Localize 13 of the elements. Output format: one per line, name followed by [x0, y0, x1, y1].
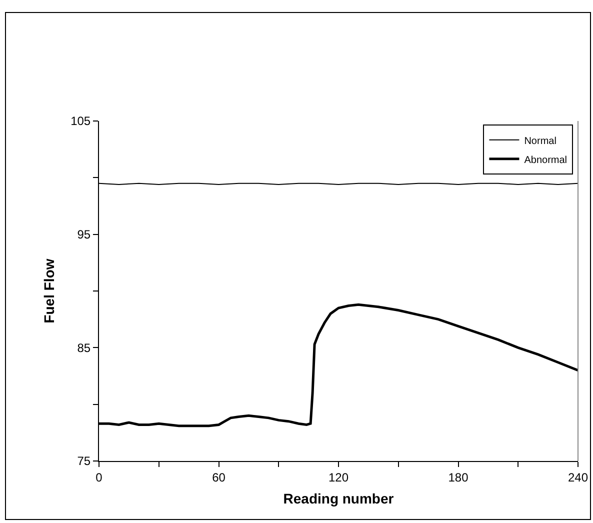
y-tick-label: 85 — [77, 340, 91, 355]
y-tick-label: 105 — [70, 114, 91, 128]
y-tick-label: 75 — [77, 454, 91, 468]
x-tick-label: 60 — [212, 470, 226, 484]
y-axis-title: Fuel Flow — [41, 258, 58, 324]
legend-label: Abnormal — [524, 154, 568, 166]
x-tick-label: 180 — [448, 470, 469, 484]
x-tick-label: 0 — [96, 470, 103, 484]
y-tick-label: 95 — [77, 228, 91, 242]
x-tick-label: 240 — [568, 470, 588, 484]
x-tick-label: 120 — [328, 470, 349, 484]
x-axis-title: Reading number — [283, 490, 394, 507]
legend-label: Normal — [524, 136, 556, 147]
